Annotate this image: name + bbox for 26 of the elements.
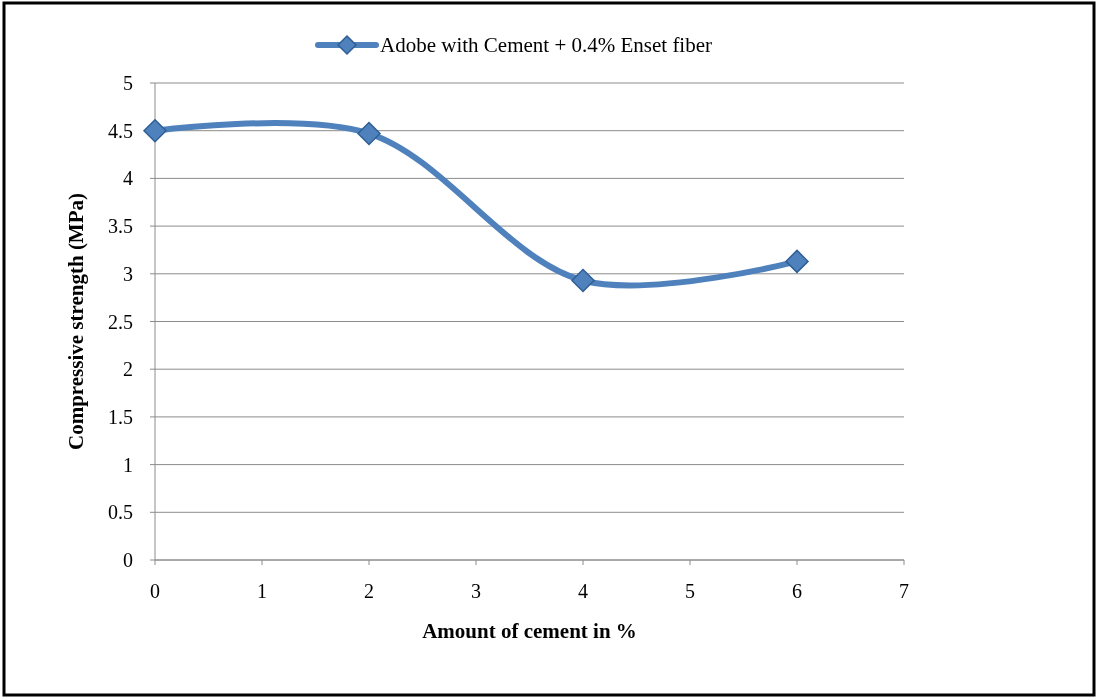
- x-axis-title: Amount of cement in %: [422, 619, 637, 643]
- point: [785, 249, 809, 274]
- x-tick-label: 2: [364, 580, 374, 602]
- y-tick-label: 2.5: [108, 310, 133, 333]
- x-tick-label: 6: [792, 580, 802, 602]
- legend-label: Adobe with Cement + 0.4% Enset fiber: [380, 33, 713, 57]
- x-tick-label: 3: [471, 580, 481, 602]
- y-tick-label: 0: [123, 549, 133, 571]
- y-tick-label: 1: [123, 453, 133, 476]
- y-tick-label: 4: [123, 167, 133, 190]
- y-tick-label: 0.5: [108, 501, 133, 524]
- point: [571, 268, 595, 293]
- x-tick-label: 1: [257, 580, 267, 602]
- point: [357, 121, 381, 146]
- x-tick-label: 0: [150, 580, 160, 602]
- y-tick-label: 3.5: [108, 215, 133, 238]
- y-axis-title: Compressive strength (MPa): [64, 192, 88, 451]
- y-tick-label: 4.5: [108, 119, 133, 142]
- x-tick-label: 4: [578, 580, 588, 602]
- y-tick-label: 5: [123, 72, 133, 94]
- x-tick-label: 7: [899, 580, 909, 602]
- x-tick-label: 5: [685, 580, 695, 602]
- y-tick-label: 2: [123, 358, 133, 381]
- y-tick-label: 1.5: [108, 405, 133, 428]
- point: [143, 118, 167, 143]
- y-tick-label: 3: [123, 262, 133, 285]
